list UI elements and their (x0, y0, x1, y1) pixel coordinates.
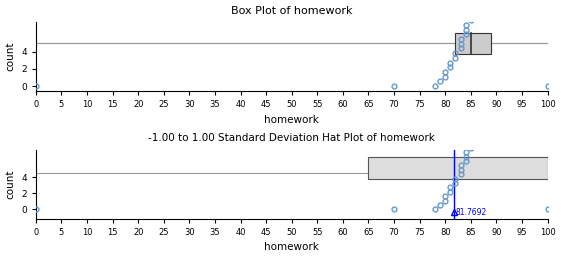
Title: Box Plot of homework: Box Plot of homework (231, 6, 352, 15)
X-axis label: homework: homework (264, 243, 319, 252)
Bar (456, 33, 491, 54)
Y-axis label: count: count (6, 42, 16, 71)
Text: 81.7692: 81.7692 (456, 208, 487, 217)
Title: -1.00 to 1.00 Standard Deviation Hat Plot of homework: -1.00 to 1.00 Standard Deviation Hat Plo… (148, 133, 435, 143)
Y-axis label: count: count (6, 170, 16, 199)
Bar (369, 157, 548, 179)
X-axis label: homework: homework (264, 115, 319, 125)
